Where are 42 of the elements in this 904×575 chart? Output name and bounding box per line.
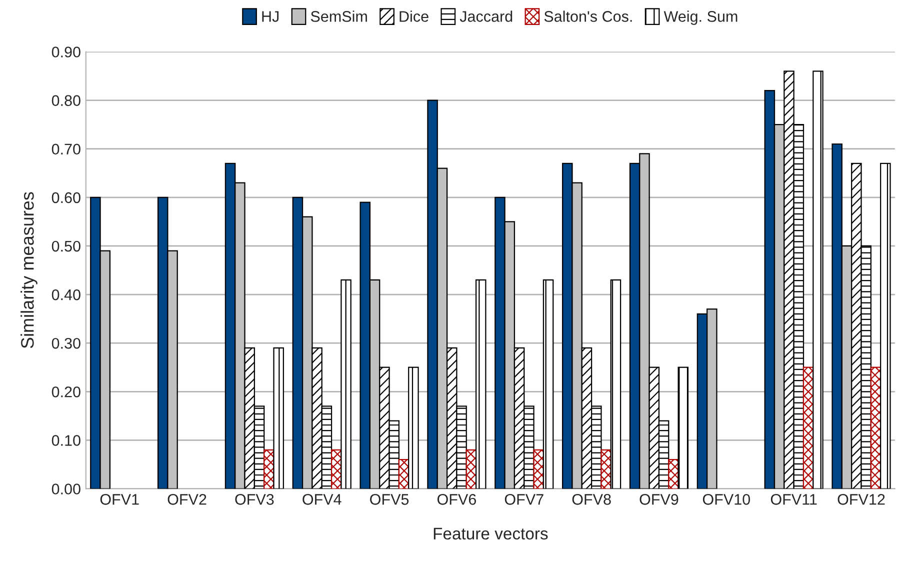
y-tick-label: 0.80 bbox=[52, 95, 80, 106]
bar bbox=[668, 459, 679, 489]
bar bbox=[533, 449, 544, 489]
legend-label: Jaccard bbox=[460, 10, 512, 22]
legend-label: Salton's Cos. bbox=[544, 10, 632, 22]
legend-label: Weig. Sum bbox=[664, 10, 738, 25]
bar bbox=[475, 279, 486, 489]
legend-label: HJ bbox=[262, 11, 279, 22]
x-tick-label: OFV5 bbox=[370, 494, 409, 505]
x-axis-title: Feature vectors bbox=[434, 528, 548, 540]
y-tick-label: 0.50 bbox=[52, 240, 80, 252]
y-tick-label: 0.40 bbox=[52, 289, 80, 300]
bar bbox=[600, 449, 612, 489]
legend-label: Dice bbox=[400, 10, 428, 22]
y-axis-title: Similarity measures bbox=[20, 192, 38, 348]
x-tick-label: OFV1 bbox=[100, 494, 139, 505]
bar bbox=[408, 366, 419, 489]
bar bbox=[273, 347, 284, 489]
y-tick-label: 0.60 bbox=[52, 192, 80, 204]
x-tick-label: OFV9 bbox=[640, 494, 678, 505]
x-tick-label: OFV7 bbox=[504, 494, 544, 505]
y-tick-label: 0.90 bbox=[52, 46, 80, 58]
y-tick-label: 0.20 bbox=[52, 386, 80, 398]
x-tick-label: OFV6 bbox=[437, 494, 476, 505]
bar bbox=[542, 279, 554, 489]
bar bbox=[678, 366, 689, 489]
x-tick-label: OFV10 bbox=[702, 494, 750, 505]
x-tick-label: OFV12 bbox=[838, 494, 885, 505]
x-tick-label: OFV11 bbox=[770, 494, 817, 505]
bar bbox=[880, 162, 891, 489]
x-tick-label: OFV3 bbox=[235, 494, 274, 505]
y-tick-label: 0.30 bbox=[52, 338, 80, 349]
bar bbox=[812, 70, 824, 489]
legend-label: SemSim bbox=[310, 10, 367, 22]
x-tick-label: OFV4 bbox=[302, 494, 342, 505]
x-tick-label: OFV2 bbox=[168, 494, 206, 505]
bar bbox=[610, 279, 622, 489]
bar bbox=[340, 279, 352, 489]
y-tick-label: 0.70 bbox=[52, 144, 80, 155]
y-tick-label: 0.10 bbox=[52, 435, 80, 446]
y-tick-label: 0.00 bbox=[52, 484, 80, 494]
x-tick-label: OFV8 bbox=[572, 494, 611, 505]
